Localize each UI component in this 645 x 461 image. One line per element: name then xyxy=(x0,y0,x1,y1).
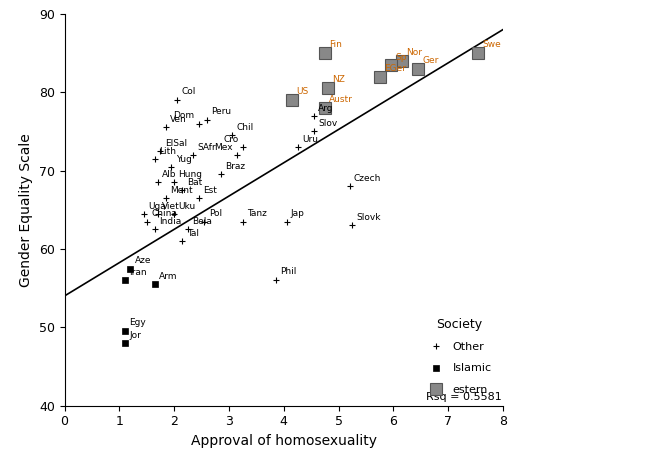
Text: Czech: Czech xyxy=(354,174,381,183)
Text: Col: Col xyxy=(181,87,195,96)
Text: Mex: Mex xyxy=(214,143,233,152)
Text: Swe: Swe xyxy=(483,40,502,49)
Text: Uga: Uga xyxy=(148,201,166,211)
Text: Slovk: Slovk xyxy=(357,213,381,222)
Text: Uku: Uku xyxy=(179,201,196,211)
Text: Pol: Pol xyxy=(209,209,222,219)
Text: Fin: Fin xyxy=(330,40,342,49)
Text: Bela: Bela xyxy=(192,217,212,226)
Text: ElSal: ElSal xyxy=(165,139,187,148)
Text: Iran: Iran xyxy=(129,268,147,277)
Text: Peru: Peru xyxy=(212,107,232,117)
Y-axis label: Gender Equality Scale: Gender Equality Scale xyxy=(19,133,34,287)
Text: Braz: Braz xyxy=(225,162,245,171)
Text: China: China xyxy=(151,209,177,219)
Legend: Other, Islamic, estern: Other, Islamic, estern xyxy=(422,313,497,400)
Text: Phil: Phil xyxy=(280,267,296,277)
Text: Austr: Austr xyxy=(330,95,353,104)
Text: Egy: Egy xyxy=(129,318,146,327)
Text: Uru: Uru xyxy=(302,135,318,144)
Text: India: India xyxy=(159,217,182,226)
Text: Tal: Tal xyxy=(187,229,199,238)
Text: Arg: Arg xyxy=(319,104,334,112)
Text: Lith: Lith xyxy=(159,147,176,156)
Text: US: US xyxy=(297,87,309,96)
X-axis label: Approval of homosexuality: Approval of homosexuality xyxy=(191,434,377,448)
Text: Jor: Jor xyxy=(129,331,141,340)
Text: Cro: Cro xyxy=(223,135,238,144)
Text: Chil: Chil xyxy=(236,123,253,132)
Text: Hung: Hung xyxy=(179,170,203,179)
Text: Yug: Yug xyxy=(176,154,192,164)
Text: Est: Est xyxy=(203,186,217,195)
Text: Arm: Arm xyxy=(159,272,178,281)
Text: Bat: Bat xyxy=(187,178,202,187)
Text: Tanz: Tanz xyxy=(247,209,267,219)
Text: Sp: Sp xyxy=(395,53,406,62)
Text: Slov: Slov xyxy=(319,119,337,128)
Text: Alb: Alb xyxy=(162,170,177,179)
Text: Jap: Jap xyxy=(291,209,305,219)
Text: Ven: Ven xyxy=(170,114,187,124)
Text: Mont: Mont xyxy=(170,186,193,195)
Text: NZ: NZ xyxy=(332,75,345,84)
Text: Dom: Dom xyxy=(174,112,194,120)
Text: EGer: EGer xyxy=(384,64,406,73)
Text: Nor: Nor xyxy=(406,48,422,57)
Text: Aze: Aze xyxy=(135,256,151,266)
Text: Rsq = 0.5581: Rsq = 0.5581 xyxy=(426,392,502,402)
Text: Viet: Viet xyxy=(162,201,180,211)
Text: Ger: Ger xyxy=(422,56,439,65)
Text: SAfr: SAfr xyxy=(198,143,216,152)
